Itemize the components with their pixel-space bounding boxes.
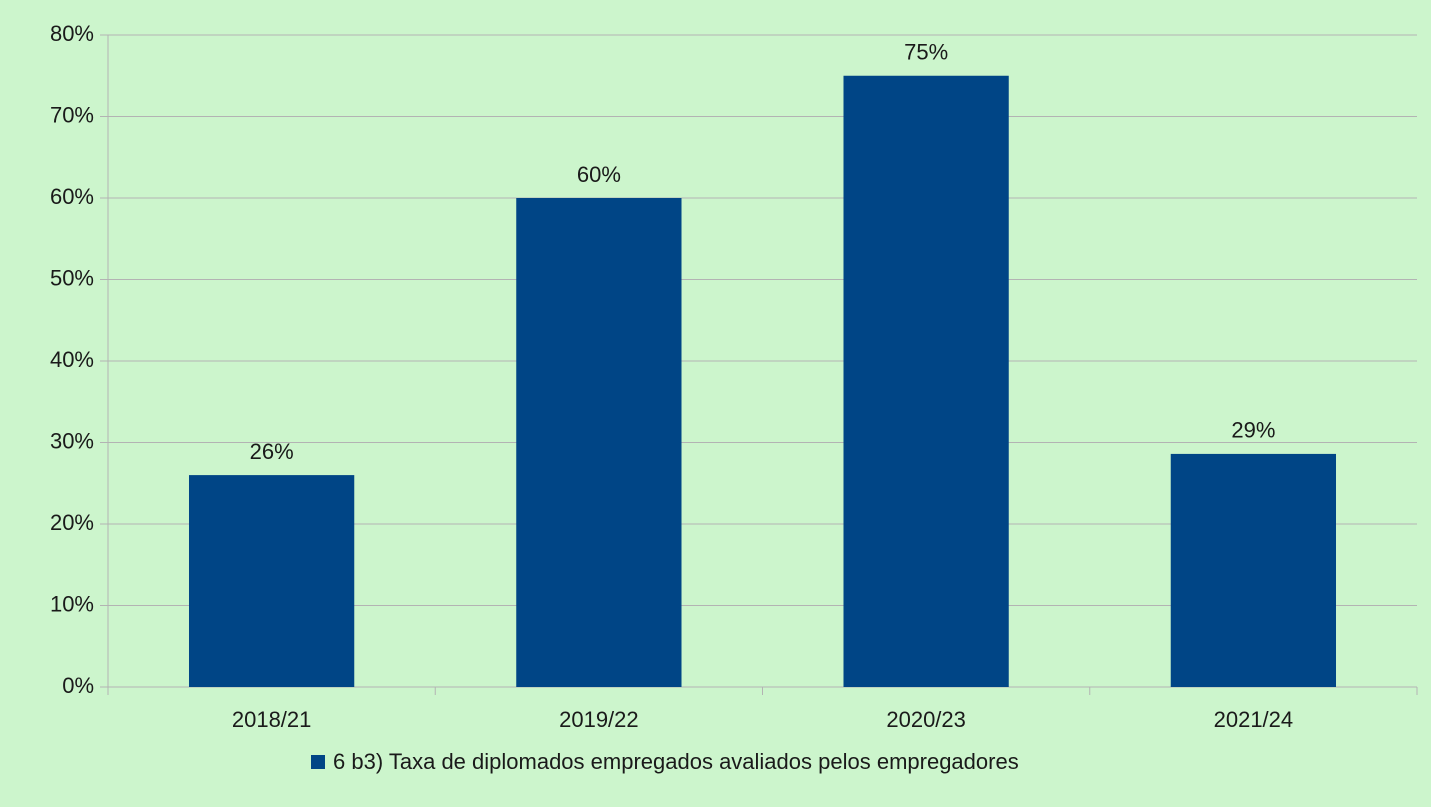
x-tick-label: 2019/22 [559,707,639,732]
legend-swatch [311,755,325,769]
data-label: 60% [577,162,621,187]
y-tick-label: 70% [50,102,94,127]
x-tick-label: 2020/23 [886,707,966,732]
data-label: 29% [1231,418,1275,443]
y-tick-label: 0% [62,673,94,698]
y-tick-label: 50% [50,265,94,290]
y-tick-label: 60% [50,184,94,209]
data-label: 26% [250,439,294,464]
bar [1170,453,1337,687]
bar [188,475,355,687]
x-tick-label: 2021/24 [1214,707,1294,732]
y-tick-label: 40% [50,347,94,372]
bar [843,75,1009,687]
y-tick-label: 10% [50,591,94,616]
bar [516,198,682,687]
x-tick-label: 2018/21 [232,707,312,732]
y-tick-label: 20% [50,510,94,535]
data-label: 75% [904,40,948,65]
y-tick-label: 30% [50,428,94,453]
y-tick-label: 80% [50,21,94,46]
legend-label: 6 b3) Taxa de diplomados empregados aval… [333,749,1019,774]
